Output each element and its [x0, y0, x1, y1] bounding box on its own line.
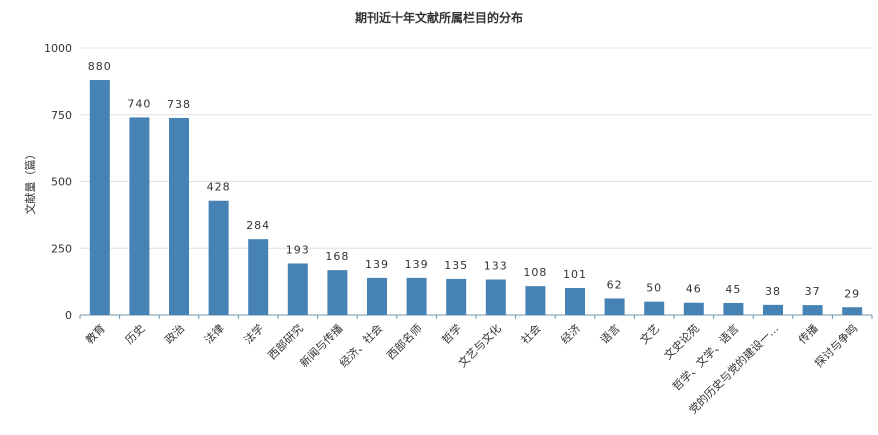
x-tick-label: 传播	[795, 321, 820, 346]
data-label: 29	[844, 287, 860, 300]
y-tick-label: 750	[51, 109, 72, 122]
x-tick-label: 文艺与文化	[455, 321, 504, 370]
x-tick-label: 探讨与争鸣	[812, 321, 861, 370]
bar	[644, 301, 665, 315]
data-label: 133	[484, 259, 508, 272]
bar	[485, 279, 506, 315]
bar	[842, 307, 863, 315]
data-label: 139	[365, 258, 389, 271]
bar	[683, 302, 704, 315]
x-tick-label: 文艺	[637, 321, 662, 346]
y-tick-label: 1000	[44, 42, 72, 55]
data-label: 139	[405, 258, 429, 271]
data-label: 37	[805, 285, 821, 298]
data-label: 168	[325, 250, 349, 263]
data-label: 284	[246, 219, 270, 232]
bar	[723, 302, 744, 315]
data-label: 880	[88, 60, 112, 73]
x-tick-label: 法学	[241, 321, 266, 346]
bar	[208, 200, 229, 315]
y-tick-label: 250	[51, 242, 72, 255]
bar	[604, 298, 625, 315]
data-label: 50	[646, 282, 662, 295]
data-label: 738	[167, 98, 191, 111]
bar	[367, 277, 387, 315]
bar	[565, 288, 585, 315]
bar	[169, 117, 189, 315]
x-tick-label: 政治	[162, 321, 187, 346]
x-tick-label: 语言	[598, 322, 623, 347]
data-label: 135	[444, 259, 468, 272]
x-tick-label: 西部研究	[265, 321, 306, 362]
bar	[287, 263, 308, 315]
x-tick-label: 法律	[201, 321, 226, 346]
data-label: 108	[523, 266, 547, 279]
x-tick-label: 文史论苑	[661, 321, 702, 362]
bar	[248, 239, 269, 315]
data-label: 193	[286, 243, 310, 256]
bar	[525, 286, 546, 315]
y-axis-label: 文献量（篇）	[23, 149, 37, 215]
bar	[446, 278, 467, 315]
data-label: 740	[127, 97, 151, 110]
x-tick-label: 教育	[82, 321, 107, 346]
x-tick-label: 经济	[558, 321, 583, 346]
bar	[802, 305, 823, 315]
data-label: 101	[563, 268, 587, 281]
data-label: 62	[607, 278, 623, 291]
x-tick-label: 历史	[123, 322, 148, 347]
bar	[406, 277, 427, 315]
data-label: 428	[207, 181, 231, 194]
bar	[129, 117, 150, 315]
x-tick-label: 哲学	[439, 321, 464, 346]
data-label: 45	[725, 283, 741, 296]
y-tick-label: 0	[65, 309, 72, 322]
x-tick-label: 哲学、文学、语言	[669, 321, 741, 393]
y-tick-label: 500	[51, 176, 72, 189]
x-tick-label: 社会	[518, 321, 543, 346]
data-label: 46	[686, 283, 702, 296]
x-tick-label: 西部名师	[384, 321, 425, 362]
chart-title: 期刊近十年文献所属栏目的分布	[354, 11, 523, 25]
data-label: 38	[765, 285, 781, 298]
bar	[763, 304, 783, 315]
x-tick-label: 经济、社会	[336, 321, 385, 370]
bar	[89, 80, 110, 315]
bar	[327, 270, 348, 315]
